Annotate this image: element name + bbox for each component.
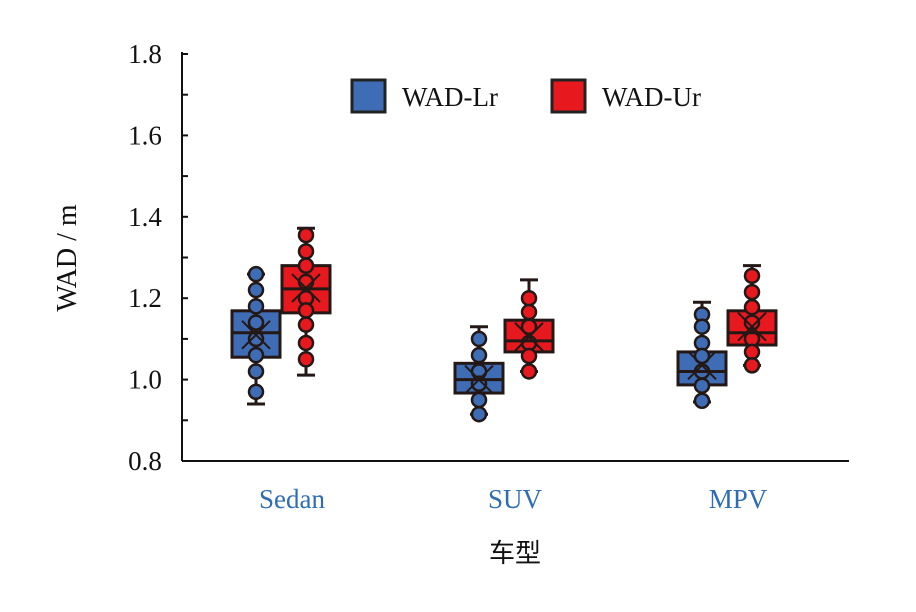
- data-point: [743, 267, 761, 285]
- data-point: [693, 347, 711, 365]
- data-point: [247, 298, 265, 315]
- mean-marker: [737, 311, 767, 342]
- data-point: [247, 265, 265, 283]
- legend-label-ur: WAD-Ur: [602, 82, 701, 112]
- data-point: [743, 298, 761, 316]
- data-point: [520, 347, 538, 365]
- data-point: [743, 343, 761, 361]
- data-point: [297, 334, 315, 352]
- y-tick-label: 1.0: [128, 365, 162, 395]
- data-point: [693, 392, 711, 410]
- legend-label-lr: WAD-Lr: [402, 82, 498, 112]
- legend-swatch-lr: [350, 78, 387, 114]
- legend-swatch-ur: [550, 78, 587, 114]
- data-point: [297, 316, 315, 333]
- data-point: [297, 351, 315, 368]
- x-tick-label: Sedan: [259, 484, 325, 514]
- mean-marker: [464, 364, 494, 395]
- data-point: [247, 281, 265, 299]
- y-axis-label: WAD / m: [52, 204, 83, 312]
- data-point: [470, 346, 488, 364]
- y-tick-label: 1.6: [128, 120, 162, 150]
- mean-marker: [241, 320, 271, 350]
- data-point: [247, 383, 265, 401]
- plot-area: [230, 226, 778, 423]
- data-point: [297, 226, 315, 244]
- mean-marker: [687, 350, 717, 381]
- legend: WAD-Lr WAD-Ur: [350, 78, 701, 114]
- data-point: [693, 377, 711, 394]
- data-point: [247, 363, 265, 380]
- data-point: [470, 330, 488, 348]
- data-point: [743, 314, 761, 331]
- mean-marker: [291, 273, 321, 303]
- box-wad-lr-suv: [453, 325, 505, 423]
- box-wad-ur-suv: [503, 278, 555, 380]
- box-wad-ur-sedan: [280, 226, 332, 377]
- y-tick-label: 1.4: [128, 202, 162, 232]
- data-point: [297, 302, 315, 319]
- y-tick-label: 1.8: [128, 39, 162, 69]
- data-point: [470, 405, 488, 423]
- x-axis: Sedan SUV MPV: [182, 460, 849, 514]
- data-point: [470, 391, 488, 409]
- data-point: [247, 314, 265, 331]
- y-axis: 0.8 1.0 1.2 1.4 1.6 1.8: [128, 39, 188, 476]
- data-point: [520, 303, 538, 321]
- mean-marker: [514, 322, 544, 352]
- data-point: [247, 346, 265, 364]
- box-wad-lr-mpv: [676, 300, 728, 410]
- data-point: [693, 318, 711, 335]
- data-point: [297, 243, 315, 260]
- data-point: [743, 283, 761, 301]
- data-point: [520, 363, 538, 380]
- x-tick-label: MPV: [709, 484, 768, 514]
- y-tick-label: 0.8: [128, 446, 162, 476]
- box-wad-lr-sedan: [230, 265, 282, 406]
- data-point: [743, 357, 761, 374]
- y-tick-label: 1.2: [128, 283, 162, 313]
- data-point: [520, 289, 538, 307]
- x-axis-label: 车型: [489, 539, 541, 569]
- box-wad-ur-mpv: [726, 264, 778, 374]
- x-tick-label: SUV: [488, 484, 543, 514]
- data-point: [520, 318, 538, 335]
- data-point: [297, 257, 315, 274]
